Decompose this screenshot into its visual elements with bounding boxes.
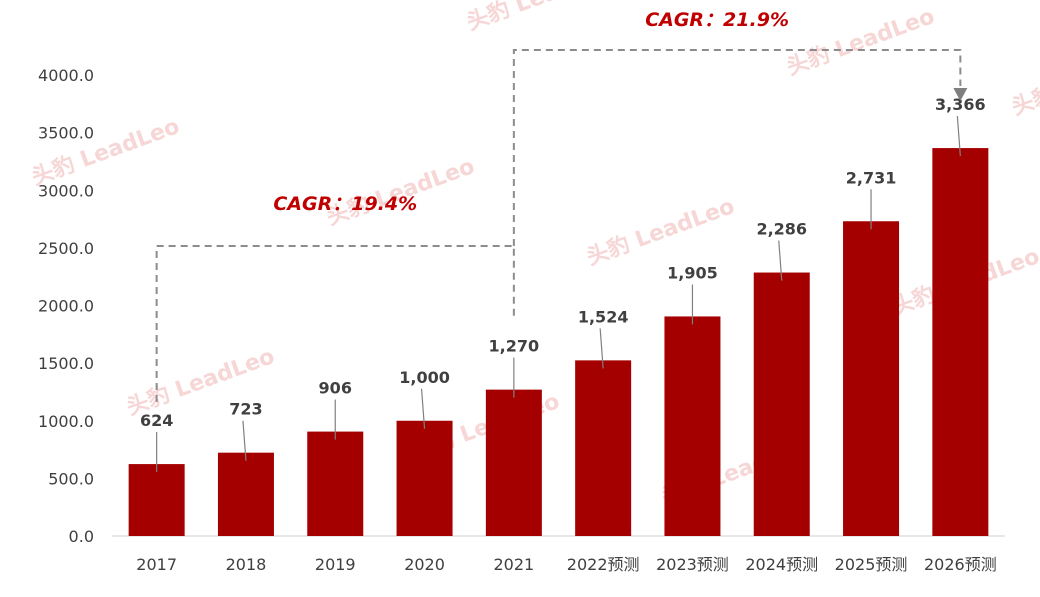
bar bbox=[753, 272, 810, 536]
x-tick-label: 2021 bbox=[493, 555, 534, 574]
cagr-annotations: CAGR：19.4% CAGR：21.9% bbox=[155, 9, 968, 402]
bar bbox=[575, 360, 632, 536]
value-labels: 624 723 906 1,000 1,270 1,524 1,905 2,286 2,731 3… bbox=[140, 95, 986, 430]
x-tick-label: 2019 bbox=[315, 555, 356, 574]
bar-value-label: 1,270 bbox=[489, 337, 540, 356]
bar-value-label: 1,000 bbox=[399, 368, 450, 387]
label-leader bbox=[956, 116, 961, 157]
x-tick-label: 2020 bbox=[404, 555, 445, 574]
watermark-text: 头豹 LeadLeo bbox=[583, 193, 738, 271]
cagr-bracket bbox=[155, 245, 515, 402]
bar bbox=[396, 420, 453, 536]
bar bbox=[932, 148, 989, 537]
watermark-text: 头豹 LeadLeo bbox=[1008, 43, 1040, 121]
bar-value-label: 1,905 bbox=[667, 263, 718, 282]
y-tick-label: 3500.0 bbox=[38, 124, 94, 143]
x-tick-label: 2018 bbox=[226, 555, 267, 574]
bar-value-label: 3,366 bbox=[935, 95, 986, 114]
cagr-arrowhead bbox=[953, 88, 968, 101]
bar bbox=[307, 431, 364, 536]
bar-value-label: 2,731 bbox=[846, 168, 897, 187]
y-tick-label: 2500.0 bbox=[38, 239, 94, 258]
cagr-label: CAGR：19.4% bbox=[273, 193, 417, 215]
bar bbox=[128, 464, 185, 536]
bar-value-label: 906 bbox=[319, 379, 352, 398]
label-leader-lines bbox=[156, 116, 961, 473]
y-tick-label: 3000.0 bbox=[38, 181, 94, 200]
bar bbox=[485, 389, 542, 536]
x-tick-label: 2023预测 bbox=[656, 555, 729, 574]
label-leader bbox=[599, 328, 604, 369]
x-tick-label: 2017 bbox=[136, 555, 177, 574]
label-leader bbox=[420, 388, 426, 429]
x-tick-label: 2022预测 bbox=[567, 555, 640, 574]
bar bbox=[843, 221, 900, 536]
x-axis: 2017 2018 2019 2020 2021 2022预测 2023预测 2024预测 20… bbox=[136, 555, 996, 574]
y-tick-label: 500.0 bbox=[48, 469, 94, 488]
y-tick-label: 0.0 bbox=[69, 527, 94, 546]
bar bbox=[217, 452, 274, 536]
bar-series bbox=[128, 148, 989, 537]
y-tick-label: 1000.0 bbox=[38, 412, 94, 431]
watermark-text: 头豹 LeadLeo bbox=[783, 3, 938, 81]
watermark-text: 头豹 LeadLeo bbox=[323, 153, 478, 231]
bar-value-label: 2,286 bbox=[756, 220, 807, 239]
cagr-label: CAGR：21.9% bbox=[645, 9, 789, 31]
x-tick-label: 2026预测 bbox=[924, 555, 997, 574]
y-tick-label: 4000.0 bbox=[38, 66, 94, 85]
cagr-bracket bbox=[512, 49, 962, 246]
bar-value-label: 723 bbox=[229, 400, 262, 419]
label-leader bbox=[242, 420, 247, 461]
label-leader bbox=[778, 240, 783, 281]
x-tick-label: 2025预测 bbox=[835, 555, 908, 574]
bar-value-label: 1,524 bbox=[578, 307, 629, 326]
watermark-text: 头豹 LeadLeo bbox=[463, 0, 618, 36]
x-tick-label: 2024预测 bbox=[745, 555, 818, 574]
y-tick-label: 2000.0 bbox=[38, 297, 94, 316]
y-tick-label: 1500.0 bbox=[38, 354, 94, 373]
bar bbox=[664, 316, 721, 536]
bar-value-label: 624 bbox=[140, 411, 173, 430]
y-axis: 0.0 500.0 1000.0 1500.0 2000.0 2500.0 3000.0 35… bbox=[38, 66, 94, 546]
